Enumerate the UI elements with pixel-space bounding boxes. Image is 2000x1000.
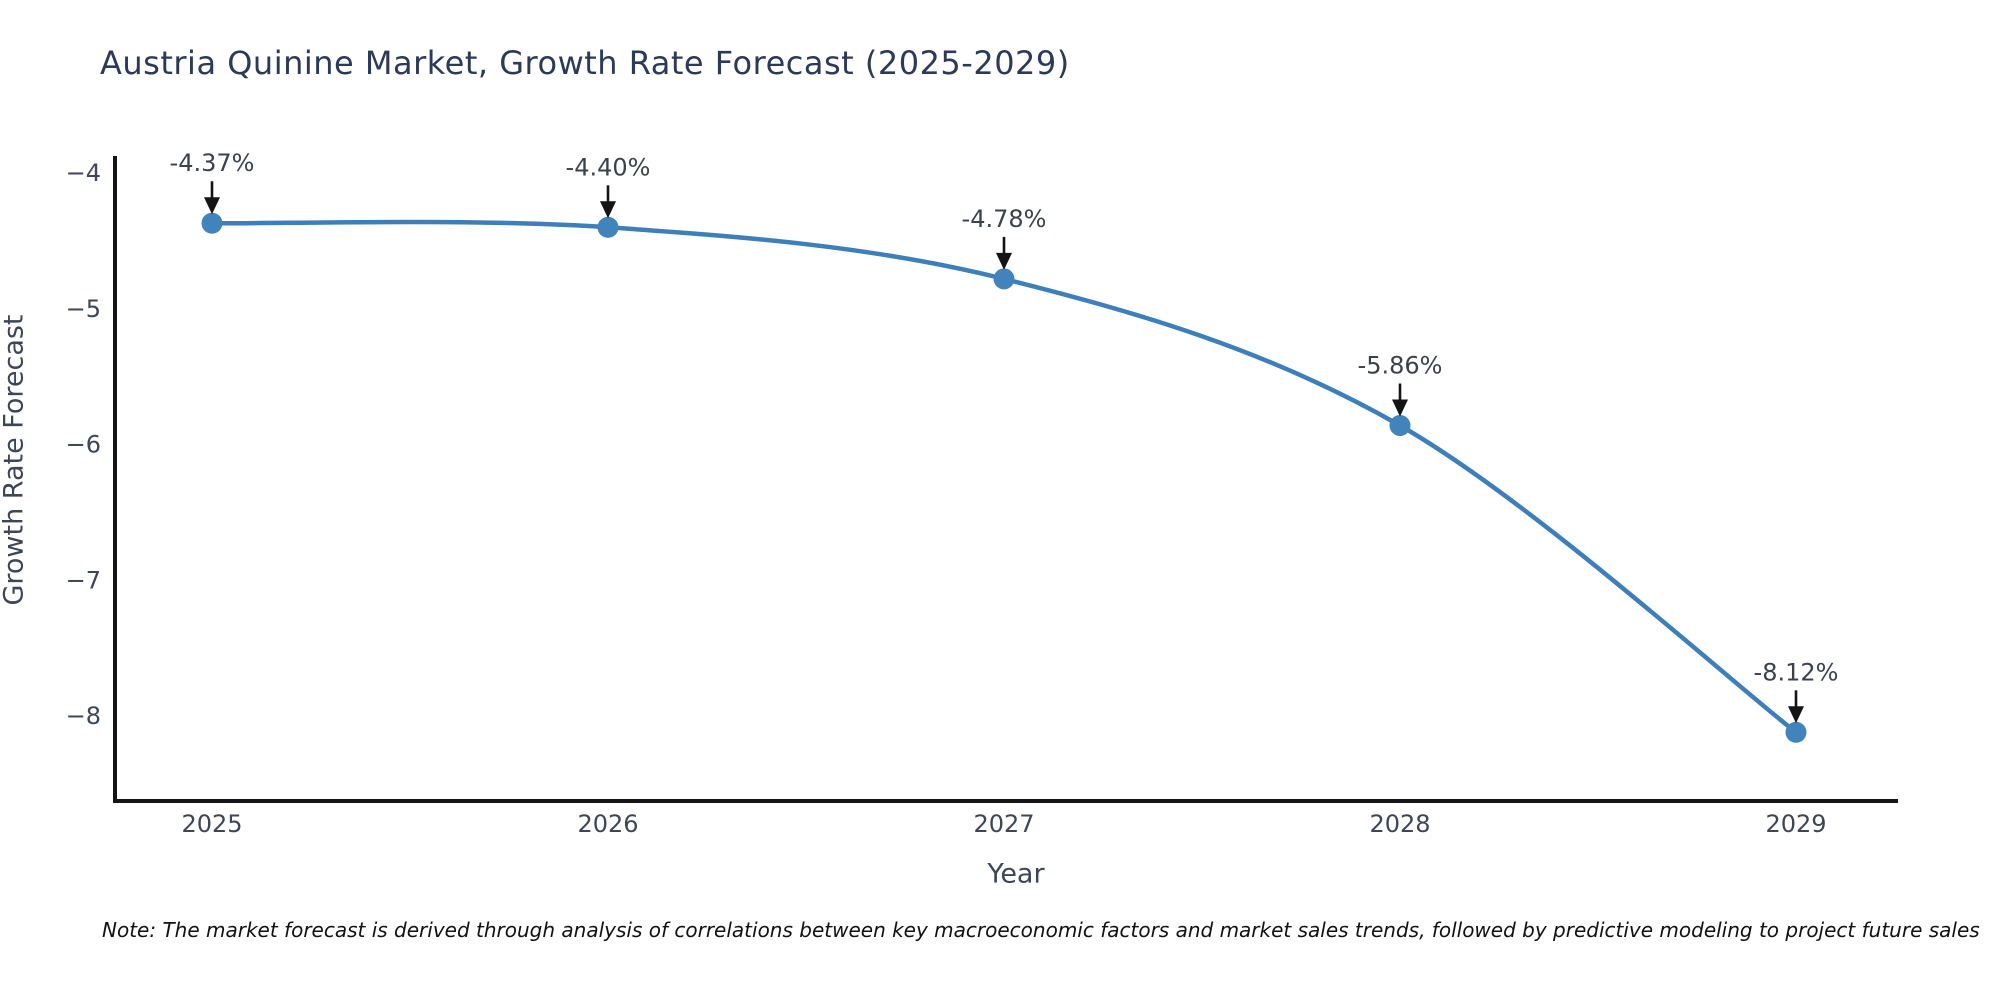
x-tick-label: 2028	[1369, 810, 1430, 838]
data-point-marker	[1785, 721, 1807, 743]
x-tick-label: 2025	[181, 810, 242, 838]
data-point-marker	[1389, 414, 1411, 436]
y-tick-label: −4	[66, 159, 101, 187]
annotation-arrow-head	[1392, 399, 1408, 417]
data-point-label: -8.12%	[1754, 658, 1839, 686]
annotation-arrow-head	[600, 201, 616, 219]
x-tick-label: 2026	[577, 810, 638, 838]
x-tick-label: 2029	[1765, 810, 1826, 838]
y-tick-label: −7	[66, 566, 101, 594]
y-tick-label: −5	[66, 295, 101, 323]
footnote: Note: The market forecast is derived thr…	[102, 918, 1980, 942]
forecast-line	[211, 219, 1798, 735]
x-axis-title: Year	[987, 858, 1045, 890]
data-point-label: -5.86%	[1358, 351, 1443, 379]
y-axis-title: Growth Rate Forecast	[0, 314, 30, 606]
data-point-marker	[597, 216, 619, 238]
data-point-label: -4.40%	[566, 153, 651, 181]
annotation-arrow-head	[204, 197, 220, 215]
chart-title: Austria Quinine Market, Growth Rate Fore…	[100, 44, 1070, 82]
data-point-label: -4.78%	[962, 205, 1047, 233]
annotation-arrow-head	[996, 252, 1012, 270]
data-point-marker	[201, 212, 223, 234]
annotation-arrow-head	[1788, 706, 1804, 724]
x-tick-label: 2027	[973, 810, 1034, 838]
data-point-marker	[993, 268, 1015, 290]
data-point-label: -4.37%	[170, 149, 255, 177]
y-tick-label: −6	[66, 431, 101, 459]
y-tick-label: −8	[66, 702, 101, 730]
